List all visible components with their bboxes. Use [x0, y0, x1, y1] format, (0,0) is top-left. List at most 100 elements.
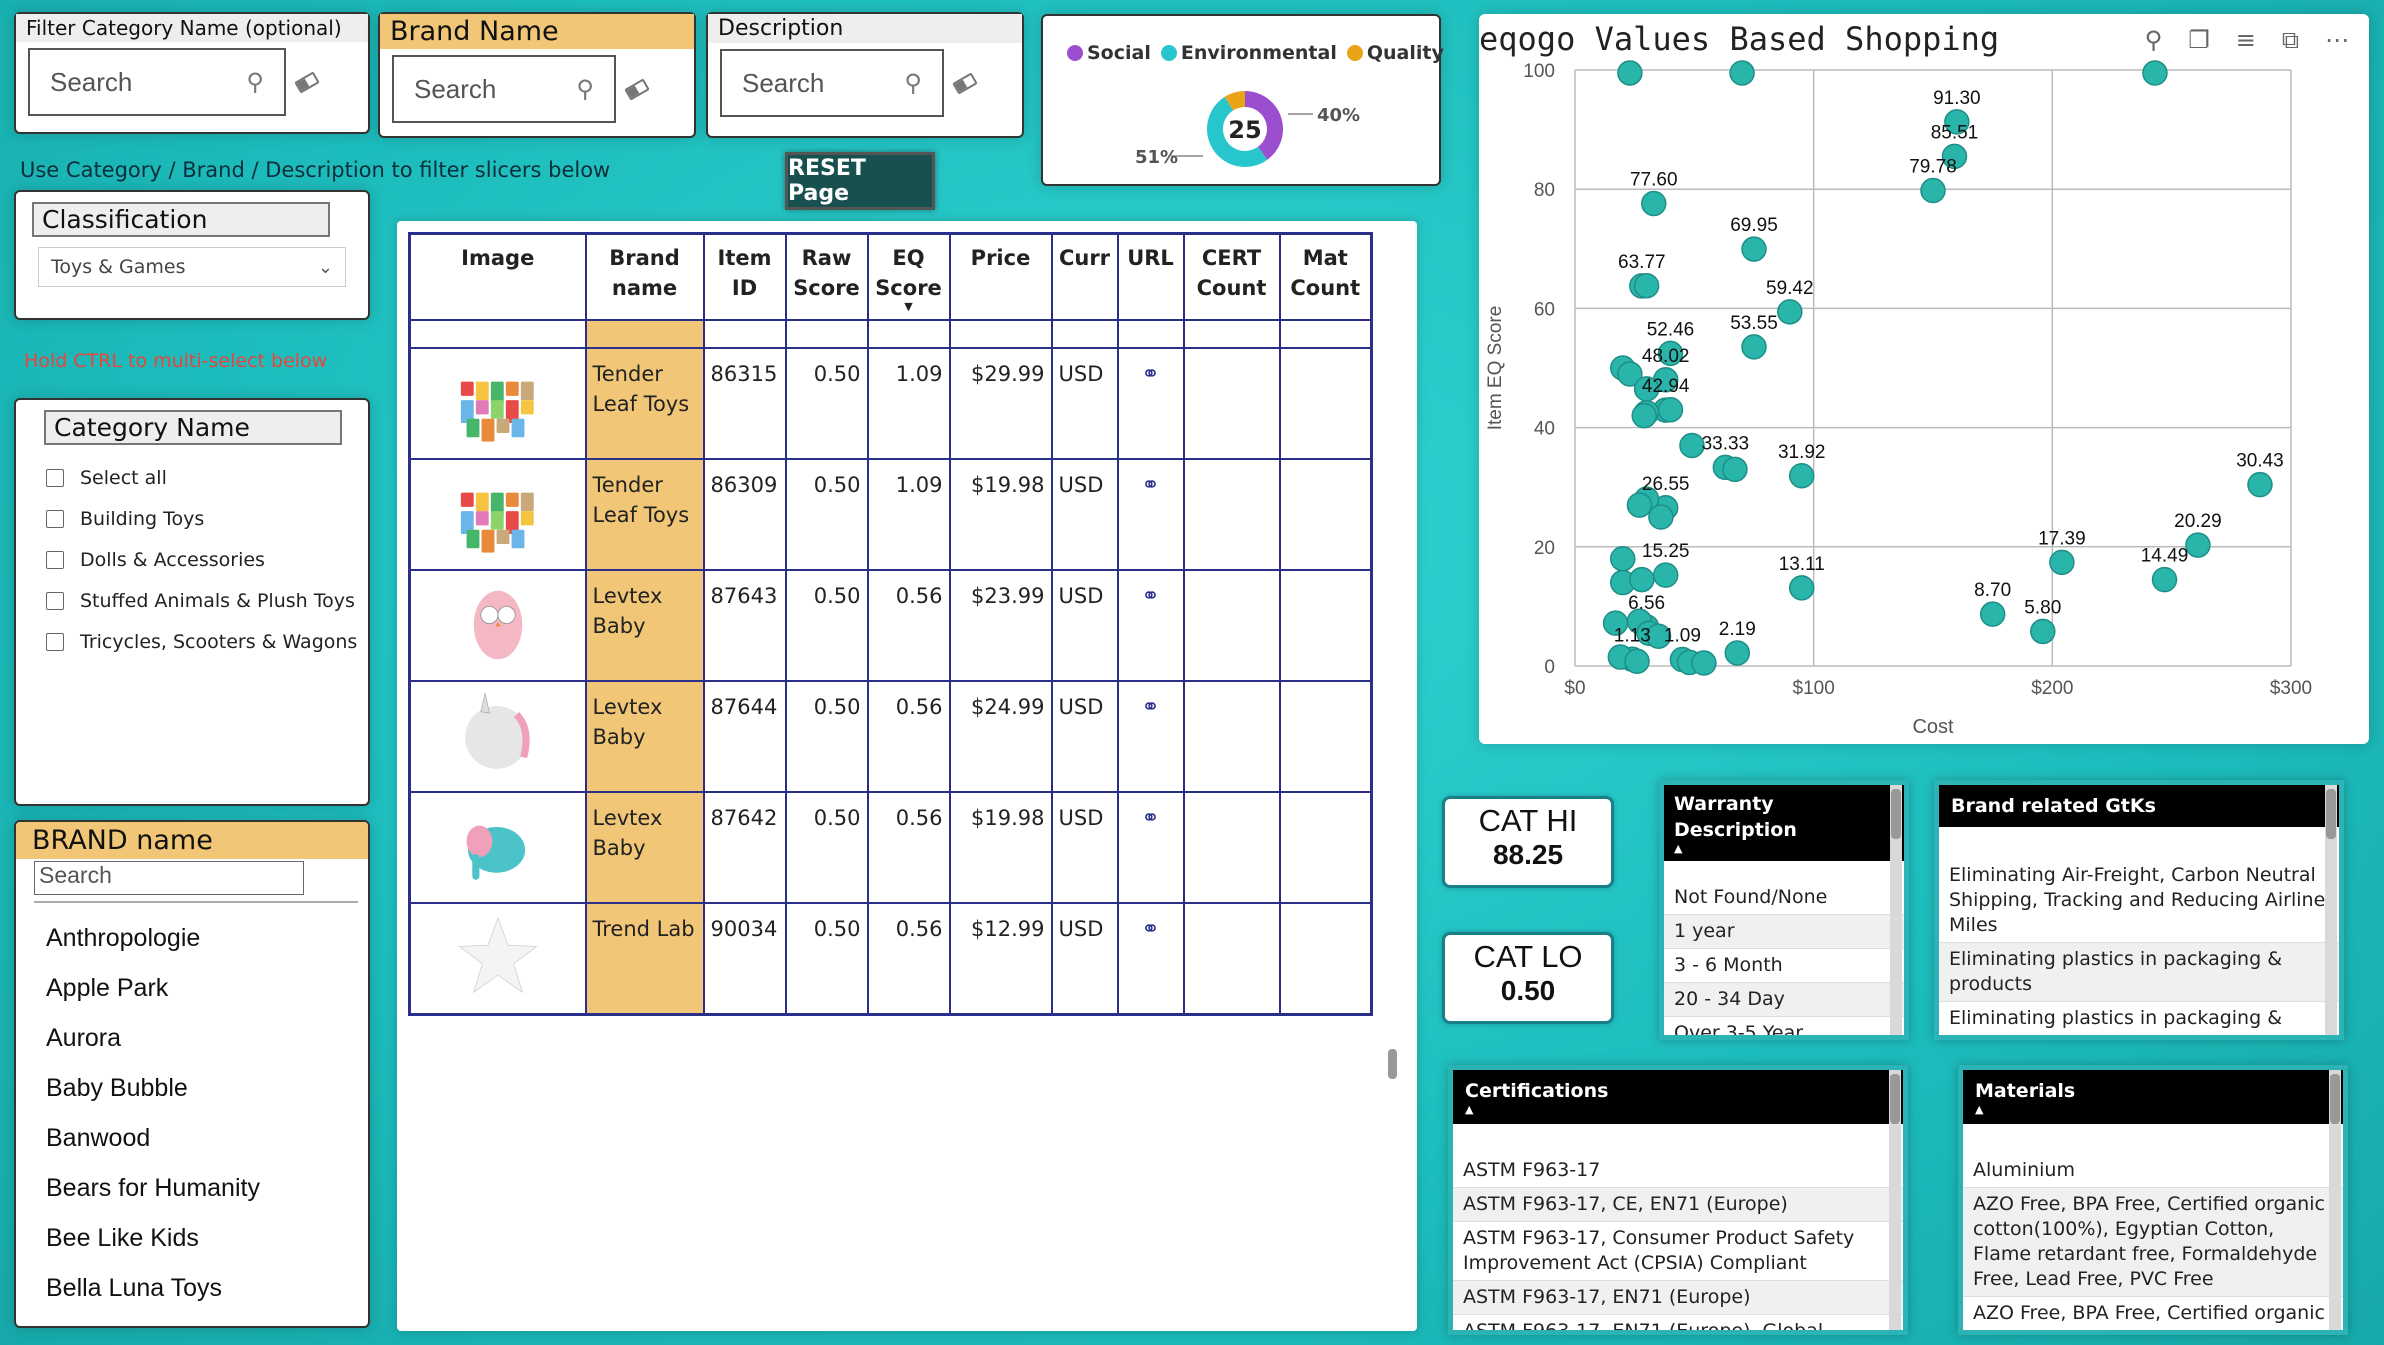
- table-row[interactable]: Trend Lab 90034 0.50 0.56 $12.99 USD ⚭: [409, 903, 1372, 1015]
- warranty-item[interactable]: Not Found/None: [1664, 881, 1904, 915]
- checkbox[interactable]: [46, 591, 64, 610]
- donut-slice[interactable]: [1245, 91, 1283, 160]
- description-search-input[interactable]: Search ⚲: [720, 49, 944, 117]
- link-icon[interactable]: ⚭: [1141, 584, 1160, 609]
- scatter-point[interactable]: [1788, 575, 1815, 601]
- scatter-point[interactable]: [1657, 396, 1684, 423]
- table-row[interactable]: Levtex Baby 87644 0.50 0.56 $24.99 USD ⚭: [409, 681, 1372, 793]
- materials-item[interactable]: AZO Free, BPA Free, Certified organic: [1963, 1297, 2343, 1330]
- column-header[interactable]: CERT Count: [1182, 233, 1280, 321]
- brand-option[interactable]: Apple Park: [46, 974, 169, 1002]
- link-icon[interactable]: ⚭: [1141, 917, 1160, 942]
- category-option[interactable]: Select all: [16, 457, 368, 498]
- link-icon[interactable]: ⚭: [1141, 806, 1160, 831]
- table-row[interactable]: Tender Leaf Toys 86315 0.50 1.09 $29.99 USD ⚭: [409, 348, 1372, 460]
- scatter-point[interactable]: [1641, 190, 1667, 217]
- warranty-item[interactable]: 20 - 34 Day: [1664, 983, 1904, 1017]
- column-header[interactable]: Raw Score: [784, 233, 868, 321]
- scatter-point[interactable]: [1679, 432, 1705, 459]
- scatter-point[interactable]: [1617, 361, 1643, 387]
- category-option[interactable]: Tricycles, Scooters & Wagons: [16, 621, 368, 662]
- sort-ascending-icon[interactable]: ▲: [1465, 1103, 1474, 1116]
- brand-option[interactable]: Bears for Humanity: [46, 1174, 260, 1202]
- category-option[interactable]: Dolls & Accessories: [16, 539, 368, 580]
- table-scrollbar[interactable]: [1388, 1049, 1397, 1079]
- scrollbar[interactable]: [1890, 785, 1902, 1035]
- scatter-point[interactable]: [1609, 545, 1636, 572]
- scatter-point[interactable]: [1741, 334, 1767, 360]
- checkbox[interactable]: [46, 550, 64, 569]
- scatter-point[interactable]: [2151, 566, 2178, 593]
- column-header[interactable]: Brand name: [584, 233, 704, 321]
- eraser-icon[interactable]: [952, 71, 978, 95]
- scatter-point[interactable]: [1652, 562, 1679, 588]
- scatter-point[interactable]: [1724, 640, 1751, 666]
- warranty-header[interactable]: Warranty Description ▲: [1664, 785, 1904, 861]
- certifications-item[interactable]: ASTM F963-17, Consumer Product Safety Im…: [1453, 1222, 1903, 1281]
- gtks-item[interactable]: Eliminating plastics in packaging & prod…: [1939, 943, 2339, 1002]
- scatter-point[interactable]: [1691, 650, 1717, 676]
- scatter-point[interactable]: [1788, 463, 1815, 489]
- brand-slicer-search[interactable]: Search: [34, 861, 304, 895]
- scatter-point[interactable]: [1624, 648, 1650, 674]
- copy-icon[interactable]: ❐: [2188, 26, 2210, 54]
- warranty-item[interactable]: Over 3-5 Year: [1664, 1017, 1904, 1035]
- table-row[interactable]: [409, 320, 1372, 349]
- gtks-item[interactable]: Eliminating plastics in packaging &: [1939, 1002, 2339, 1035]
- materials-item[interactable]: AZO Free, BPA Free, Certified organic co…: [1963, 1188, 2343, 1297]
- scrollbar[interactable]: [1889, 1070, 1901, 1330]
- scatter-point[interactable]: [2030, 618, 2056, 645]
- brand-option[interactable]: Baby Bubble: [46, 1074, 188, 1102]
- warranty-item[interactable]: 3 - 6 Month: [1664, 949, 1904, 983]
- checkbox[interactable]: [46, 632, 64, 651]
- certifications-item[interactable]: ASTM F963-17, CE, EN71 (Europe): [1453, 1188, 1903, 1222]
- scatter-point[interactable]: [1920, 177, 1946, 204]
- scatter-point[interactable]: [1633, 273, 1660, 299]
- link-icon[interactable]: ⚭: [1141, 695, 1160, 720]
- certifications-item[interactable]: ASTM F963-17: [1453, 1154, 1903, 1188]
- pin-icon[interactable]: ⚲: [2144, 26, 2163, 54]
- scatter-point[interactable]: [1648, 504, 1674, 530]
- donut-slice[interactable]: [1207, 96, 1268, 167]
- donut-slice[interactable]: [1224, 91, 1245, 111]
- category-option[interactable]: Building Toys: [16, 498, 368, 539]
- scatter-point[interactable]: [1626, 492, 1653, 518]
- sort-descending-icon[interactable]: ▼: [904, 300, 913, 313]
- scatter-point[interactable]: [1777, 299, 1803, 325]
- scatter-point[interactable]: [2247, 471, 2273, 498]
- scatter-point[interactable]: [1741, 236, 1767, 262]
- scatter-point[interactable]: [1629, 566, 1655, 593]
- scatter-point[interactable]: [2142, 60, 2168, 86]
- brand-option[interactable]: Banwood: [46, 1124, 151, 1152]
- eraser-icon[interactable]: [294, 70, 320, 94]
- brand-search-input[interactable]: Search ⚲: [392, 55, 616, 123]
- scatter-point[interactable]: [1722, 456, 1748, 483]
- scatter-point[interactable]: [2185, 532, 2211, 558]
- certifications-header[interactable]: Certifications ▲: [1453, 1070, 1903, 1124]
- column-header[interactable]: URL: [1116, 233, 1184, 321]
- more-options-icon[interactable]: ⋯: [2325, 26, 2349, 54]
- table-row[interactable]: Tender Leaf Toys 86309 0.50 1.09 $19.98 USD ⚭: [409, 459, 1372, 571]
- certifications-item[interactable]: ASTM F963-17, EN71 (Europe), Global Orga…: [1453, 1315, 1903, 1330]
- brand-option[interactable]: Aurora: [46, 1024, 122, 1052]
- gtks-header[interactable]: Brand related GtKs: [1939, 785, 2339, 827]
- checkbox[interactable]: [46, 468, 64, 487]
- eraser-icon[interactable]: [624, 77, 650, 101]
- scatter-point[interactable]: [1631, 402, 1657, 429]
- scatter-point[interactable]: [1941, 143, 1968, 170]
- table-row[interactable]: Levtex Baby 87642 0.50 0.56 $19.98 USD ⚭: [409, 792, 1372, 904]
- brand-option[interactable]: Anthropologie: [46, 924, 201, 952]
- gtks-item[interactable]: Eliminating Air-Freight, Carbon Neutral …: [1939, 859, 2339, 943]
- filter-icon[interactable]: ≡: [2235, 26, 2256, 54]
- reset-page-button[interactable]: RESET Page: [785, 152, 935, 210]
- checkbox[interactable]: [46, 509, 64, 528]
- scatter-point[interactable]: [1729, 60, 1755, 86]
- column-header[interactable]: Image: [409, 233, 586, 321]
- focus-mode-icon[interactable]: ⧉: [2281, 26, 2299, 54]
- link-icon[interactable]: ⚭: [1141, 362, 1160, 387]
- brand-option[interactable]: Bee Like Kids: [46, 1224, 199, 1252]
- sort-ascending-icon[interactable]: ▲: [1975, 1103, 1984, 1116]
- column-header[interactable]: Item ID: [702, 233, 786, 321]
- column-header[interactable]: Mat Count: [1278, 233, 1372, 321]
- scatter-point[interactable]: [1645, 623, 1672, 649]
